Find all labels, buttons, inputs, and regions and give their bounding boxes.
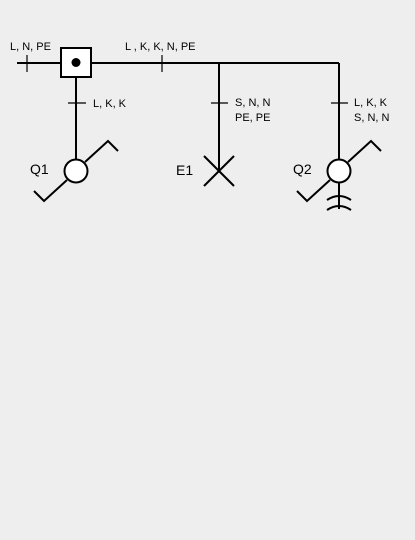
q1-motor-symbol[interactable] [33,139,119,203]
cross-stroke-b-icon [203,155,235,187]
device-label-q2: Q2 [293,161,312,177]
motor-upper-arm-icon [84,139,119,163]
branch-e1-label-line1: S, N, N [235,97,271,109]
motor-upper-arm-icon [347,139,382,163]
branch-e1-label-line2: PE, PE [235,112,270,124]
device-label-e1: E1 [176,162,193,178]
branch-q2-label-line1: L, K, K [354,97,388,109]
feed-in-label: L, N, PE [10,41,51,53]
terminal-dot-icon [71,58,81,67]
device-label-q1: Q1 [30,161,49,177]
coupling-lower-arc-icon [326,205,352,211]
q2-motor-symbol[interactable] [296,139,382,211]
motor-circle-icon [326,158,352,184]
coupling-upper-arc-icon [326,195,352,201]
feed-in-line [17,55,61,72]
distribution-box[interactable] [60,47,92,78]
branch-e1-line [211,63,228,171]
branch-q2-label-line2: S, N, N [354,112,390,124]
motor-lower-arm-icon [33,179,68,203]
motor-lower-arm-icon [296,179,331,203]
branch-q1-line [68,77,86,160]
e1-lamp-symbol[interactable] [203,155,235,187]
motor-circle-icon [63,158,89,184]
branch-q1-label: L, K, K [93,98,127,110]
main-bus-line [91,55,339,72]
main-bus-label: L , K, K, N, PE [125,41,196,53]
branch-q2-line [331,63,348,160]
